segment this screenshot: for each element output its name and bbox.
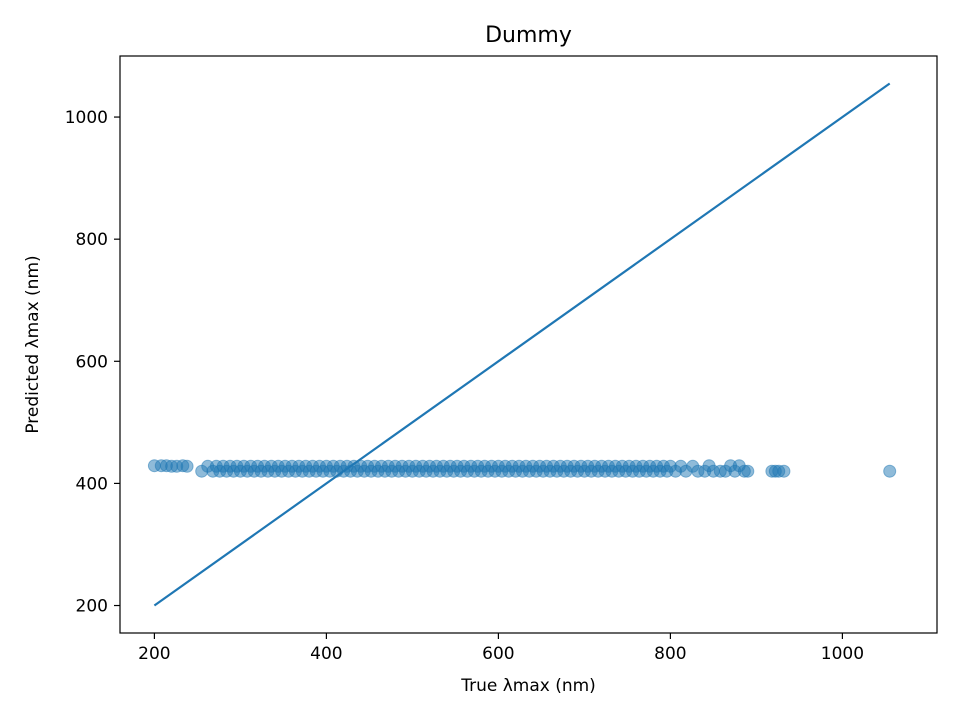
y-tick-label: 1000 xyxy=(65,108,108,128)
x-tick-label: 600 xyxy=(482,644,514,664)
y-tick-label: 800 xyxy=(76,230,108,250)
axis-ticks: 200 400 600 800 1000 200 400 600 800 1000 xyxy=(65,108,864,664)
x-tick-label: 400 xyxy=(310,644,342,664)
y-tick-label: 200 xyxy=(76,597,108,617)
axes-frame xyxy=(119,55,938,634)
y-tick-label: 600 xyxy=(76,352,108,372)
scatter-point xyxy=(883,464,897,478)
y-axis-label: Predicted λmax (nm) xyxy=(23,255,43,433)
scatter-point xyxy=(180,459,194,473)
chart-title: Dummy xyxy=(485,23,572,48)
x-axis-label: True λmax (nm) xyxy=(460,676,596,696)
scatter-point xyxy=(777,464,791,478)
scatter-point xyxy=(741,464,755,478)
x-tick-label: 200 xyxy=(138,644,170,664)
plot-area xyxy=(147,82,897,607)
x-tick-label: 1000 xyxy=(821,644,864,664)
x-tick-label: 800 xyxy=(654,644,686,664)
y-tick-label: 400 xyxy=(76,474,108,494)
reference-line xyxy=(153,82,891,607)
